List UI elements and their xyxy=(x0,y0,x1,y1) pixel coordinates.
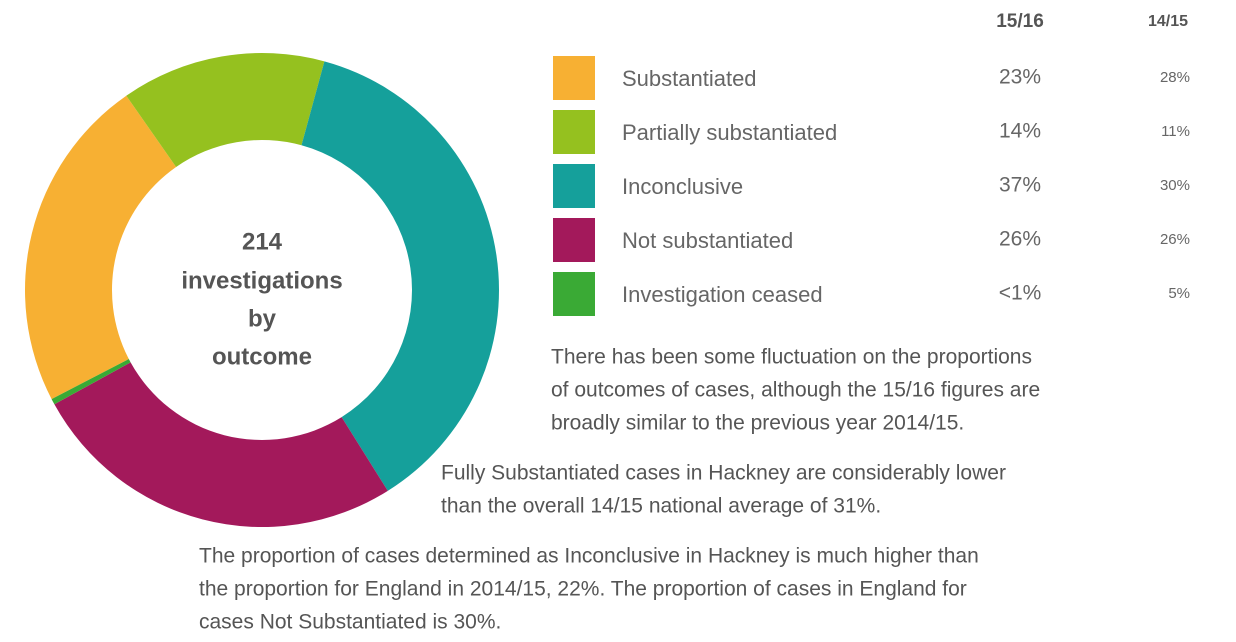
note-text: than the overall 14/15 national average … xyxy=(441,495,881,518)
value-label: 26% xyxy=(999,228,1041,251)
value-label: 37% xyxy=(999,174,1041,197)
legend-swatch xyxy=(553,56,595,100)
donut-segment xyxy=(126,53,325,168)
donut-segment xyxy=(51,359,131,405)
legend-swatch xyxy=(553,110,595,154)
note-text: the proportion for England in 2014/15, 2… xyxy=(199,578,967,601)
column-header: 14/15 xyxy=(1148,13,1188,30)
donut-segment xyxy=(24,95,177,400)
legend-swatch xyxy=(553,164,595,208)
value-label: 5% xyxy=(1168,285,1190,302)
legend-label: Substantiated xyxy=(622,66,757,91)
note-text: broadly similar to the previous year 201… xyxy=(551,412,964,435)
legend-label: Not substantiated xyxy=(622,228,793,253)
note-text: cases Not Substantiated is 30%. xyxy=(199,611,501,634)
value-label: 26% xyxy=(1160,231,1190,248)
value-label: 23% xyxy=(999,66,1041,89)
legend-label: Inconclusive xyxy=(622,174,743,199)
value-label: 30% xyxy=(1160,177,1190,194)
value-label: <1% xyxy=(999,282,1042,305)
legend-swatch xyxy=(553,218,595,262)
legend-swatch xyxy=(553,272,595,316)
column-header: 15/16 xyxy=(996,11,1044,32)
donut-segment xyxy=(54,362,388,527)
legend-label: Investigation ceased xyxy=(622,282,823,307)
center-total: 214 xyxy=(242,228,283,255)
note-text: Fully Substantiated cases in Hackney are… xyxy=(441,462,1006,485)
note-text: of outcomes of cases, although the 15/16… xyxy=(551,379,1040,402)
center-label: investigations xyxy=(181,267,342,294)
value-label: 28% xyxy=(1160,69,1190,86)
legend-label: Partially substantiated xyxy=(622,120,837,145)
note-text: The proportion of cases determined as In… xyxy=(199,545,979,568)
center-label: outcome xyxy=(212,343,312,370)
donut-segment xyxy=(301,61,499,491)
note-text: There has been some fluctuation on the p… xyxy=(551,346,1032,369)
value-label: 14% xyxy=(999,120,1041,143)
value-label: 11% xyxy=(1161,123,1190,140)
center-label: by xyxy=(248,305,277,332)
